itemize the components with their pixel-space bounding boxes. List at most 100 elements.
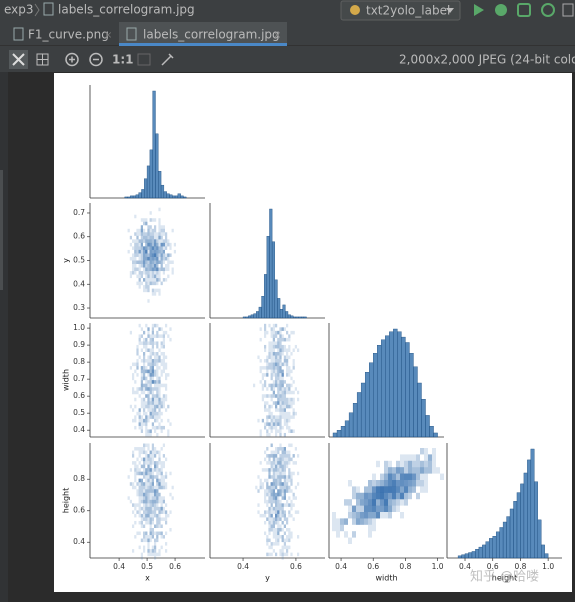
density-cell [297,397,300,402]
density-cell [145,369,148,374]
breadcrumb-file[interactable]: labels_correlogram.jpg [58,3,195,17]
density-cell [151,264,154,268]
density-cell [145,471,148,476]
density-cell [264,513,267,518]
density-cell [151,475,154,479]
more-button[interactable] [562,3,574,17]
density-cell [275,468,278,472]
density-cell [270,503,273,507]
density-cell [340,524,344,532]
density-cell [151,246,154,250]
density-cell [388,486,392,493]
density-cell [149,232,152,236]
density-cell [281,535,284,539]
density-cell [275,341,278,345]
density-cell [281,352,284,356]
density-cell [368,524,372,532]
density-cell [162,499,165,504]
breadcrumb-project[interactable]: exp3 [4,3,34,17]
density-cell [162,394,165,398]
density-cell [266,503,269,507]
density-cell [275,506,278,511]
active-tab[interactable] [119,22,287,46]
density-cell [392,467,396,474]
tab-label[interactable]: labels_correlogram.jpg [143,28,280,42]
color-picker-button[interactable] [161,53,174,66]
tab-close[interactable]: × [273,30,281,41]
density-cell [266,366,269,370]
density-cell [156,450,159,455]
density-cell [264,510,267,514]
density-cell [268,366,271,370]
x-tick-label: 0.4 [459,562,471,571]
density-cell [160,411,163,416]
density-cell [277,362,280,367]
density-cell [277,482,280,486]
actual-size-button[interactable]: 1:1 [112,53,134,67]
density-cell [388,480,392,487]
density-cell [344,531,348,538]
density-cell [277,510,280,514]
profile-button[interactable] [541,3,555,17]
density-cell [145,432,148,437]
density-cell [160,485,163,490]
density-cell [281,344,284,349]
density-cell [156,524,159,528]
density-cell [364,512,368,519]
density-cell [149,260,152,264]
density-cell [156,267,159,272]
density-cell [279,369,282,374]
density-cell [158,397,161,402]
density-cell [143,355,146,360]
density-cell [143,376,146,381]
run-config-dropdown[interactable] [340,0,461,21]
density-cell [277,492,280,497]
density-cell [154,545,157,550]
density-cell [165,387,168,391]
density-cell [380,492,384,500]
density-cell [364,512,368,519]
density-cell [147,327,150,331]
density-cell [277,510,280,514]
density-cell [272,517,275,521]
y-tick-label: 0.5 [73,408,85,417]
density-cell [162,352,165,356]
density-cell [292,471,295,476]
density-cell [266,422,269,426]
density-cell [165,520,168,525]
density-cell [145,249,148,254]
coverage-button[interactable] [517,3,531,17]
density-cell [290,482,293,486]
zoom-in-button[interactable] [65,52,79,67]
tab-label[interactable]: F1_curve.png [28,28,109,42]
run-button[interactable] [474,4,484,16]
density-cell [149,461,152,465]
density-cell [288,454,291,458]
density-cell [279,492,282,497]
density-cell [165,394,168,398]
y-tick-label: 0.9 [73,340,85,349]
density-cell [145,264,148,268]
density-cell [281,482,284,486]
density-cell [283,408,286,412]
density-cell [281,373,284,377]
density-cell [384,486,388,493]
debug-button[interactable] [495,4,507,16]
tab-close[interactable]: × [104,30,112,41]
density-cell [290,443,293,448]
density-cell [412,480,416,487]
background-button[interactable] [137,53,151,66]
density-cell [156,538,159,543]
density-cell [145,478,148,483]
density-cell [272,454,275,458]
density-cell [270,397,273,402]
density-cell [154,253,157,257]
density-cell [145,285,148,289]
density-cell [277,369,280,374]
zoom-out-button[interactable] [89,52,103,67]
density-cell [151,369,154,374]
density-cell [145,260,148,264]
density-cell [140,274,143,279]
density-cell [149,517,152,521]
histogram-bar [369,362,374,438]
